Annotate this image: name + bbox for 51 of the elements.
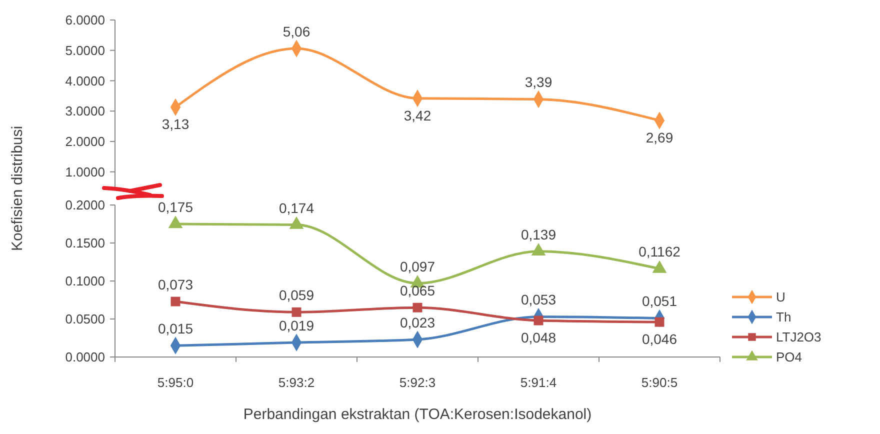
data-label: 0,053: [520, 292, 556, 308]
data-label: 0,019: [278, 318, 314, 334]
y-tick-label: 0.1500: [65, 236, 105, 251]
point: [292, 307, 302, 317]
data-label: 0,059: [278, 287, 314, 304]
point: [170, 296, 180, 306]
point: [652, 260, 667, 273]
data-label: 2,69: [646, 130, 674, 146]
y-tick-label: 3.0000: [65, 104, 105, 119]
data-label: 0,051: [642, 293, 678, 310]
data-label: 0,065: [400, 282, 436, 299]
point: [654, 317, 664, 327]
point: [168, 216, 183, 228]
point: [412, 302, 422, 312]
data-label: 3,42: [404, 107, 432, 124]
y-tick-label: 2.0000: [65, 134, 105, 150]
data-label: 0,174: [278, 200, 314, 216]
data-label: 0,046: [642, 331, 678, 348]
y-tick-label: 1.0000: [65, 164, 105, 180]
point: [534, 316, 544, 326]
data-label: 0,097: [400, 258, 436, 274]
legend-label: LTJ2O3: [776, 330, 822, 345]
data-label: 0,048: [520, 330, 556, 346]
x-axis-title: Perbandingan ekstraktan (TOA:Kerosen:Isodekanol): [243, 406, 592, 423]
y-tick-label: 5.0000: [65, 42, 105, 58]
y-tick-label: 0.1000: [65, 274, 105, 289]
legend-label: U: [776, 290, 786, 305]
y-tick-label: 0.0500: [65, 312, 105, 327]
data-label: 0,175: [158, 199, 194, 215]
point: [531, 243, 546, 256]
point: [289, 216, 304, 229]
y-axis-title: Koefisien distribusi: [9, 126, 26, 252]
data-label: 0,073: [158, 276, 194, 293]
x-tick-label: 5:91:4: [520, 375, 557, 390]
legend-label: PO4: [776, 350, 802, 365]
data-label: 0,1162: [638, 244, 681, 260]
y-tick-label: 6.0000: [65, 12, 105, 28]
data-label: 3,39: [524, 74, 552, 90]
x-tick-label: 5:92:3: [399, 375, 436, 390]
x-tick-label: 5:95:0: [157, 375, 194, 390]
data-label: 0,139: [520, 226, 556, 242]
data-label: 5,06: [282, 24, 310, 40]
data-label: 0,015: [158, 320, 194, 337]
y-tick-label: 4.0000: [65, 73, 105, 88]
x-tick-label: 5:90:5: [641, 375, 678, 390]
x-tick-label: 5:93:2: [278, 375, 315, 390]
y-tick-label: 0.0000: [65, 350, 105, 365]
data-label: 0,023: [400, 314, 436, 331]
legend-label: Th: [776, 310, 792, 325]
data-label: 3,13: [162, 116, 190, 132]
y-tick-label: 0.2000: [65, 198, 105, 213]
